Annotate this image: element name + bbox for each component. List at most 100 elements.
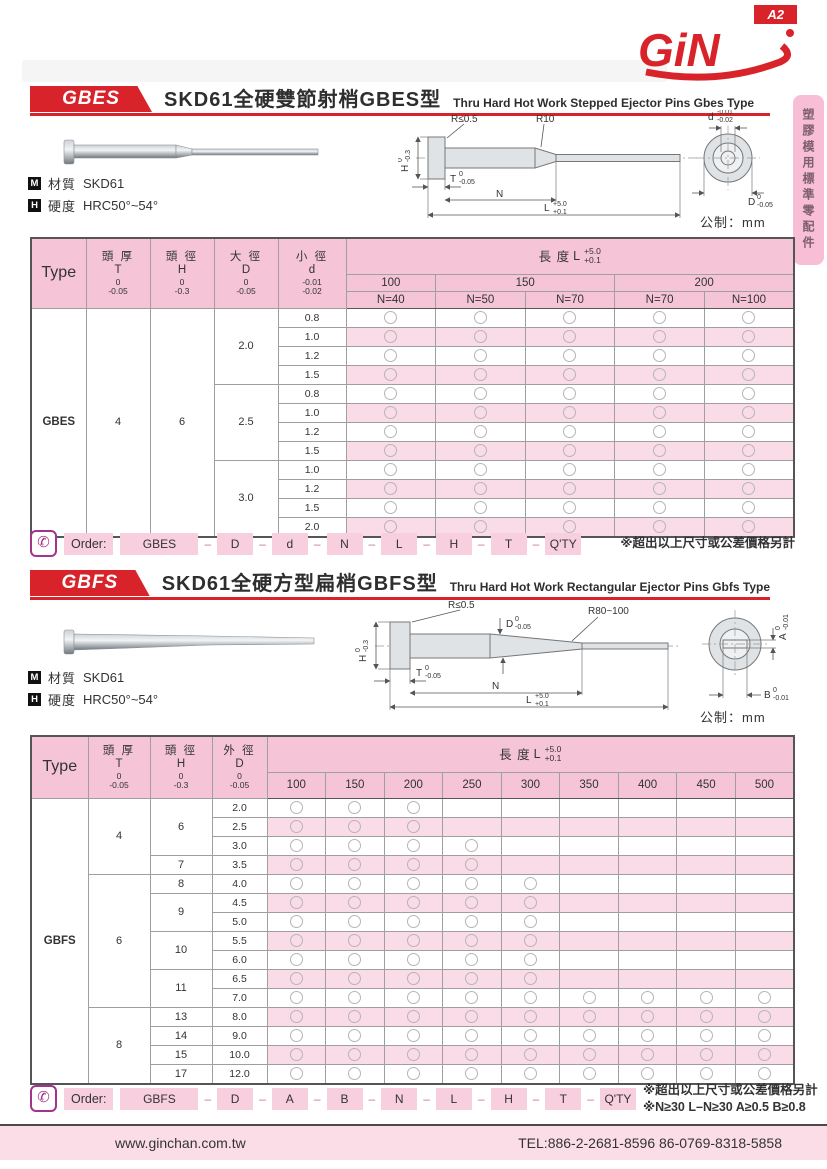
order-part: N bbox=[326, 532, 363, 555]
svg-text:-0.01: -0.01 bbox=[783, 614, 790, 630]
availability-cell bbox=[559, 854, 619, 875]
availability-circle bbox=[384, 462, 398, 476]
order-dash: – bbox=[423, 536, 430, 551]
availability-cell bbox=[383, 816, 444, 837]
availability-circle bbox=[563, 348, 577, 362]
availability-circle bbox=[473, 519, 487, 533]
order-part: Q'TY bbox=[545, 532, 582, 555]
availability-cell bbox=[325, 854, 385, 875]
dim-label-n: N bbox=[496, 189, 503, 200]
gbes-t-value: 4 bbox=[85, 307, 151, 537]
availability-cell bbox=[266, 911, 327, 932]
availability-cell bbox=[559, 797, 619, 818]
availability-circle bbox=[465, 990, 479, 1004]
availability-circle bbox=[523, 933, 537, 947]
svg-text:-0.3: -0.3 bbox=[363, 640, 370, 652]
dim-label-l: L bbox=[526, 695, 532, 706]
material-value: SKD61 bbox=[83, 175, 125, 191]
order-part: T bbox=[545, 1087, 582, 1110]
material-icon: M bbox=[28, 176, 41, 190]
gbfs-d-value: 5.0 bbox=[211, 911, 268, 932]
availability-cell bbox=[383, 1063, 444, 1084]
col-header-t: 頭 厚 T 0 -0.05 bbox=[87, 735, 151, 799]
availability-circle bbox=[348, 895, 362, 909]
availability-cell bbox=[383, 873, 444, 894]
availability-circle bbox=[699, 1009, 713, 1023]
availability-cell bbox=[734, 949, 795, 970]
gbes-material-block: M 材質 SKD61 H 硬度 HRC50°~54° bbox=[28, 172, 158, 216]
availability-circle bbox=[465, 895, 479, 909]
gbfs-table-body: GBFS 4 6 2.0 2.5 3.0 7 3.5 6 8 4.0 9 4.5 5.0 10 5.5 6.0 1… bbox=[30, 797, 795, 1084]
order-dash: – bbox=[423, 1091, 430, 1106]
col-header-type: Type bbox=[30, 237, 87, 309]
gbfs-table-row: 7 3.5 bbox=[31, 854, 795, 875]
availability-circle bbox=[406, 876, 420, 890]
svg-text:-0.01: -0.01 bbox=[773, 695, 789, 702]
gbfs-title-zh: SKD61全硬方型扁梢GBFS型 bbox=[161, 573, 438, 595]
availability-circle bbox=[742, 462, 756, 476]
gbfs-h-value: 6 bbox=[149, 797, 213, 856]
availability-circle bbox=[384, 310, 398, 324]
order-dash: – bbox=[259, 1091, 266, 1106]
order-dash: – bbox=[368, 536, 376, 551]
gbfs-material-block: M 材質 SKD61 H 硬度 HRC50°~54° bbox=[28, 666, 158, 710]
order-label: Order: bbox=[64, 532, 114, 555]
svg-text:-0.01: -0.01 bbox=[717, 110, 733, 116]
availability-cell bbox=[614, 516, 705, 537]
availability-cell bbox=[442, 930, 502, 951]
dim-label-a: A 0 -0.01 bbox=[775, 614, 790, 640]
gbfs-table-row: 14 9.0 bbox=[31, 1025, 795, 1046]
availability-cell bbox=[703, 459, 795, 480]
availability-circle bbox=[406, 838, 420, 852]
availability-circle bbox=[406, 1028, 420, 1042]
availability-cell bbox=[524, 459, 616, 480]
availability-cell bbox=[617, 816, 678, 837]
gbfs-d-value: 4.0 bbox=[211, 873, 268, 894]
availability-cell bbox=[442, 892, 502, 913]
order-dash: – bbox=[259, 536, 266, 551]
availability-circle bbox=[289, 1009, 303, 1023]
gbes-technical-drawing: R≤0.5 R10 H 0 -0.3 T 0 -0.05 N L +5.0 +0… bbox=[398, 110, 773, 218]
gbes-title-zh: SKD61全硬雙節射梢GBES型 bbox=[164, 89, 442, 111]
length-col-header: 300 bbox=[500, 771, 561, 799]
availability-circle bbox=[699, 1066, 713, 1080]
order-part: GBES bbox=[120, 532, 199, 555]
availability-cell bbox=[435, 440, 526, 461]
gbes-d-group-value: 3.0 bbox=[213, 459, 279, 537]
availability-cell bbox=[617, 854, 678, 875]
label-r-step: R10 bbox=[536, 114, 555, 125]
svg-text:-0.05: -0.05 bbox=[425, 673, 441, 680]
availability-circle bbox=[289, 914, 303, 928]
order-label: Order: bbox=[64, 1087, 114, 1110]
availability-circle bbox=[473, 367, 487, 381]
availability-cell bbox=[559, 892, 619, 913]
availability-circle bbox=[523, 1028, 537, 1042]
availability-circle bbox=[473, 500, 487, 514]
availability-circle bbox=[742, 500, 756, 514]
length-col-header: 150 bbox=[325, 771, 385, 799]
availability-cell bbox=[266, 1063, 327, 1084]
availability-circle bbox=[653, 443, 667, 457]
availability-circle bbox=[523, 895, 537, 909]
availability-cell bbox=[442, 911, 502, 932]
availability-circle bbox=[289, 990, 303, 1004]
availability-cell bbox=[266, 835, 327, 856]
footer-url[interactable]: www.ginchan.com.tw bbox=[115, 1135, 246, 1151]
availability-cell bbox=[617, 968, 678, 989]
availability-cell bbox=[734, 816, 795, 837]
availability-cell bbox=[559, 911, 619, 932]
availability-cell bbox=[734, 797, 795, 818]
hardness-value: HRC50°~54° bbox=[83, 197, 159, 213]
dim-label-t: T bbox=[416, 668, 422, 679]
availability-cell bbox=[676, 835, 736, 856]
availability-cell bbox=[325, 873, 385, 894]
order-part: L bbox=[435, 1087, 472, 1110]
availability-cell bbox=[442, 873, 502, 894]
availability-cell bbox=[676, 892, 736, 913]
gbes-table-row: 2.0 bbox=[31, 516, 795, 537]
availability-cell bbox=[524, 421, 616, 442]
availability-cell bbox=[617, 949, 678, 970]
availability-cell bbox=[325, 930, 385, 951]
availability-cell bbox=[524, 307, 616, 328]
availability-circle bbox=[563, 481, 577, 495]
